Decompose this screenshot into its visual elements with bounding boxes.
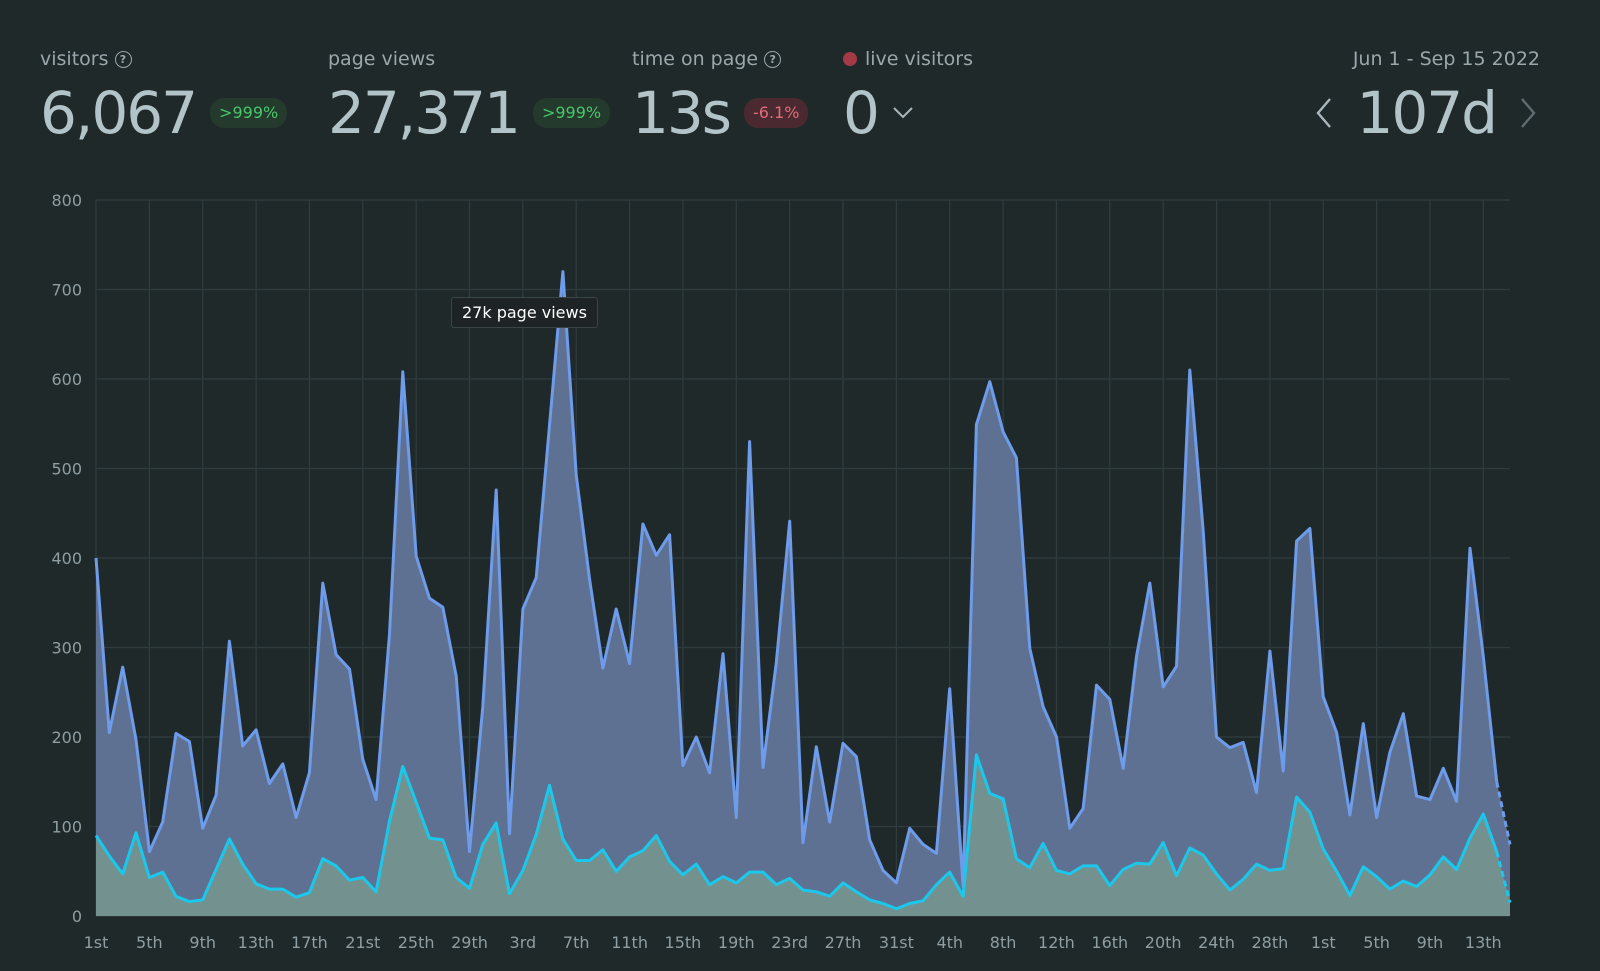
y-tick-label: 200	[51, 728, 82, 747]
x-tick-label: 5th	[136, 933, 163, 952]
x-tick-label: 31st	[879, 933, 914, 952]
stat-label: time on page	[632, 48, 759, 70]
help-icon[interactable]: ?	[764, 50, 782, 68]
visitors-line-partial	[1495, 851, 1512, 903]
x-tick-label: 25th	[398, 933, 435, 952]
x-tick-label: 20th	[1145, 933, 1182, 952]
y-tick-label: 800	[51, 191, 82, 210]
y-tick-label: 500	[51, 460, 82, 479]
x-tick-label: 9th	[189, 933, 216, 952]
x-tick-label: 21st	[345, 933, 380, 952]
y-tick-label: 300	[51, 639, 82, 658]
change-badge: -6.1%	[744, 98, 809, 128]
visitors-line	[94, 753, 1499, 911]
stat-label: live visitors	[865, 48, 974, 70]
visitors-area	[96, 754, 1510, 916]
stat-label: visitors	[40, 48, 109, 70]
x-tick-label: 23rd	[771, 933, 808, 952]
page-views-area	[96, 271, 1510, 917]
x-tick-label: 16th	[1091, 933, 1128, 952]
chevron-right-icon[interactable]	[1516, 95, 1540, 131]
x-tick-label: 7th	[563, 933, 590, 952]
x-tick-label: 1st	[84, 933, 109, 952]
x-tick-label: 4th	[936, 933, 963, 952]
chevron-left-icon[interactable]	[1312, 95, 1336, 131]
change-badge: >999%	[210, 98, 288, 128]
x-tick-label: 8th	[990, 933, 1017, 952]
stat-value: 0	[843, 79, 880, 147]
stat-value: 27,371	[328, 79, 521, 147]
x-tick-label: 12th	[1038, 933, 1075, 952]
x-tick-label: 27th	[825, 933, 862, 952]
change-badge: >999%	[532, 98, 611, 128]
range-value: 107d	[1356, 79, 1498, 147]
page-views-line	[94, 270, 1499, 888]
x-tick-label: 13th	[238, 933, 275, 952]
help-icon[interactable]: ?	[114, 50, 132, 68]
stat-time-on-page: time on page ? 13s -6.1%	[632, 44, 809, 150]
live-visitors-toggle[interactable]: 0	[843, 76, 973, 150]
stat-value: 13s	[632, 79, 732, 147]
y-tick-label: 100	[51, 818, 82, 837]
series-areas	[94, 270, 1512, 917]
live-dot-icon	[843, 52, 857, 66]
y-tick-label: 0	[72, 907, 82, 926]
stat-page-views: page views 27,371 >999%	[328, 44, 611, 150]
x-tick-label: 9th	[1417, 933, 1444, 952]
x-tick-label: 24th	[1198, 933, 1235, 952]
date-range-label: Jun 1 - Sep 15 2022	[1352, 48, 1540, 70]
x-tick-label: 28th	[1251, 933, 1288, 952]
stat-value: 6,067	[40, 79, 198, 147]
date-range: Jun 1 - Sep 15 2022 107d	[1312, 44, 1540, 150]
x-tick-label: 29th	[451, 933, 488, 952]
x-tick-label: 3rd	[510, 933, 537, 952]
tooltip: 27k page views	[451, 297, 598, 328]
stat-label: page views	[328, 48, 436, 70]
x-tick-label: 15th	[665, 933, 702, 952]
x-tick-label: 11th	[611, 933, 648, 952]
stat-live-visitors: live visitors 0	[843, 44, 973, 150]
axes: 0 100 200 300 400 500 600 700 800 1st 5th 9th 13th 17…	[51, 191, 1501, 952]
x-tick-label: 5th	[1363, 933, 1390, 952]
y-tick-label: 400	[51, 549, 82, 568]
x-tick-label: 13th	[1465, 933, 1502, 952]
stat-visitors: visitors ? 6,067 >999%	[40, 44, 288, 150]
chevron-down-icon	[893, 107, 913, 119]
page-views-line-partial	[1495, 781, 1512, 845]
x-tick-label: 19th	[718, 933, 755, 952]
x-tick-label: 17th	[291, 933, 328, 952]
y-tick-label: 700	[51, 281, 82, 300]
y-tick-label: 600	[51, 370, 82, 389]
x-tick-label: 1st	[1311, 933, 1336, 952]
